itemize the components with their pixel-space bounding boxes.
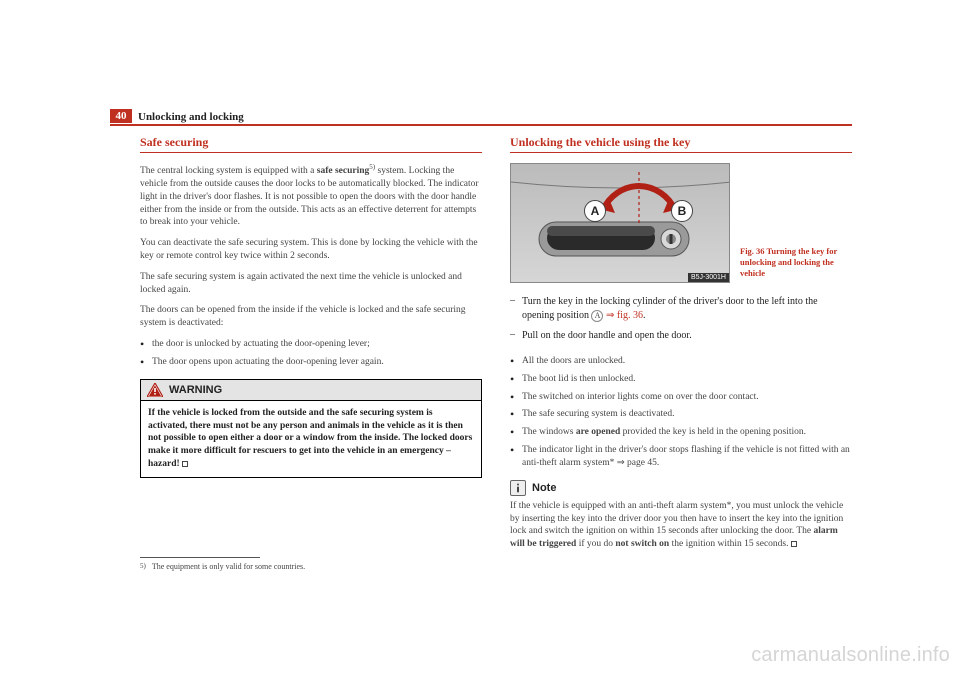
footnote-text: The equipment is only valid for some cou… xyxy=(152,562,305,571)
figure-ref: ⇒ fig. 36 xyxy=(603,310,643,321)
footnote: 5) The equipment is only valid for some c… xyxy=(140,562,305,571)
dash-icon: – xyxy=(510,295,522,323)
list-item: • The boot lid is then unlocked. xyxy=(510,373,852,386)
footnote-separator xyxy=(140,557,260,558)
step-item: – Pull on the door handle and open the d… xyxy=(510,329,852,343)
figure-marker-b: B xyxy=(671,200,693,222)
step-text: Pull on the door handle and open the doo… xyxy=(522,329,852,343)
warning-text: If the vehicle is locked from the outsid… xyxy=(148,408,472,469)
list-item: • the door is unlocked by actuating the … xyxy=(140,338,482,351)
list-item: • The safe securing system is deactivate… xyxy=(510,408,852,421)
footnote-mark: 5) xyxy=(140,562,146,570)
text: provided the key is held in the opening … xyxy=(620,427,806,437)
bullet-icon: • xyxy=(510,444,522,470)
warning-label: WARNING xyxy=(169,384,222,396)
figure-block: A B B5J-3001H Fig. 36 Turning the key fo… xyxy=(510,163,852,283)
figure-caption: Fig. 36 Turning the key for unlocking an… xyxy=(740,246,852,279)
text: The windows xyxy=(522,427,576,437)
section-title-safe-securing: Safe securing xyxy=(140,135,482,153)
info-icon xyxy=(510,480,526,496)
list-item-text: The door opens upon actuating the door-o… xyxy=(152,356,482,369)
list-item-text: The boot lid is then unlocked. xyxy=(522,373,852,386)
list-item-text: The windows are opened provided the key … xyxy=(522,426,852,439)
list-item-text: the door is unlocked by actuating the do… xyxy=(152,338,482,351)
left-column: Safe securing The central locking system… xyxy=(140,135,482,551)
right-column: Unlocking the vehicle using the key xyxy=(510,135,852,551)
bullet-icon: • xyxy=(510,426,522,439)
text: if you do xyxy=(576,539,615,549)
page-header: 40 Unlocking and locking xyxy=(110,109,852,126)
list-item-text: All the doors are unlocked. xyxy=(522,355,852,368)
bullet-icon: • xyxy=(510,373,522,386)
paragraph: You can deactivate the safe securing sys… xyxy=(140,237,482,263)
text-bold: not switch on xyxy=(615,539,669,549)
paragraph: The central locking system is equipped w… xyxy=(140,163,482,229)
list-item-text: The switched on interior lights come on … xyxy=(522,391,852,404)
text: . xyxy=(643,310,646,321)
circled-a-icon: A xyxy=(591,310,603,322)
text-bold: safe securing xyxy=(317,166,370,176)
section-title-unlocking: Unlocking the vehicle using the key xyxy=(510,135,852,153)
list-item: • All the doors are unlocked. xyxy=(510,355,852,368)
text: The central locking system is equipped w… xyxy=(140,166,317,176)
paragraph: The doors can be opened from the inside … xyxy=(140,304,482,330)
dash-icon: – xyxy=(510,329,522,343)
watermark: carmanualsonline.info xyxy=(751,644,950,667)
warning-triangle-icon xyxy=(147,383,163,397)
bullet-icon: • xyxy=(140,338,152,351)
list-item: • The windows are opened provided the ke… xyxy=(510,426,852,439)
figure-code: B5J-3001H xyxy=(688,273,729,282)
note-header: Note xyxy=(510,480,852,496)
bullet-icon: • xyxy=(510,391,522,404)
figure-marker-a: A xyxy=(584,200,606,222)
paragraph: The safe securing system is again activa… xyxy=(140,271,482,297)
warning-header: WARNING xyxy=(141,380,481,401)
bullet-icon: • xyxy=(140,356,152,369)
warning-body: If the vehicle is locked from the outsid… xyxy=(141,401,481,477)
list-item: • The switched on interior lights come o… xyxy=(510,391,852,404)
figure-image: A B B5J-3001H xyxy=(510,163,730,283)
bullet-icon: • xyxy=(510,408,522,421)
page: 40 Unlocking and locking Safe securing T… xyxy=(0,0,960,679)
end-square-icon xyxy=(791,541,797,547)
chapter-title: Unlocking and locking xyxy=(138,111,244,123)
bullet-icon: • xyxy=(510,355,522,368)
step-item: – Turn the key in the locking cylinder o… xyxy=(510,295,852,323)
note-label: Note xyxy=(532,482,556,494)
figure-caption-wrap: Fig. 36 Turning the key for unlocking an… xyxy=(740,163,852,283)
warning-box: WARNING If the vehicle is locked from th… xyxy=(140,379,482,478)
page-number: 40 xyxy=(110,109,132,123)
list-item-text: The indicator light in the driver's door… xyxy=(522,444,852,470)
columns: Safe securing The central locking system… xyxy=(140,135,852,551)
text-bold: are opened xyxy=(576,427,620,437)
step-text: Turn the key in the locking cylinder of … xyxy=(522,295,852,323)
list-item-text: The safe securing system is deactivated. xyxy=(522,408,852,421)
text: Turn the key in the locking cylinder of … xyxy=(522,296,818,321)
list-item: • The indicator light in the driver's do… xyxy=(510,444,852,470)
list-item: • The door opens upon actuating the door… xyxy=(140,356,482,369)
text: If the vehicle is equipped with an anti-… xyxy=(510,501,843,537)
note-body: If the vehicle is equipped with an anti-… xyxy=(510,500,852,551)
end-square-icon xyxy=(182,461,188,467)
text: the ignition within 15 seconds. xyxy=(669,539,788,549)
